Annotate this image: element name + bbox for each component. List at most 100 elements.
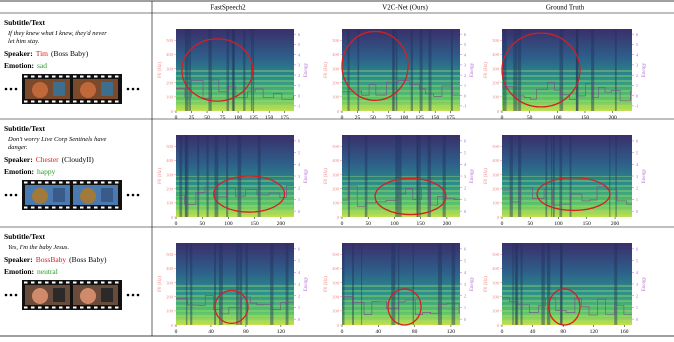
sprocket [45,306,49,309]
sprocket [73,281,77,284]
highlight [213,175,286,213]
sprocket [66,181,70,184]
f0-tick-label: 300 [166,66,174,71]
spectrogram-gap [575,29,579,111]
x-tick-label: 50 [199,221,205,227]
subtitle-label: Subtitle/Text [4,18,45,27]
spectrogram-gap [541,243,545,325]
spectrogram-gap [208,29,212,111]
x-tick-label: 25 [355,115,361,121]
sprocket [45,181,49,184]
spectrogram-gap [184,135,189,217]
sprocket [94,100,98,103]
f0-tick-label: 500 [332,252,340,257]
sprocket [66,281,70,284]
spectrogram-gap [236,243,239,325]
energy-tick-label: 1 [636,197,638,202]
sprocket [66,75,70,78]
energy-tick-label: 3 [464,174,467,179]
spectrogram-gap [352,243,354,325]
sprocket [31,100,35,103]
spectrogram-gap [285,243,289,325]
x-tick-label: 25 [189,115,195,121]
f0-tick-label: 300 [332,280,340,285]
x-tick-label: 40 [376,329,382,335]
energy-tick-label: 1 [298,305,300,310]
sprocket [31,181,35,184]
spectrogram-gap [551,135,553,217]
spectrogram-gap [393,29,395,111]
energy-axis-label: Energy [304,62,309,77]
spectrogram-harmonics [502,284,632,325]
spectrogram-gap [505,29,507,111]
movie-name: (Boss Baby) [69,255,107,264]
f0-tick-label: 100 [492,201,500,206]
x-tick-label: 120 [590,329,599,335]
speaker-line: Speaker: Tim (Boss Baby) [4,49,89,58]
spectrogram-harmonics [176,284,294,325]
energy-tick-label: 0 [636,209,639,214]
emotion-label: Emotion: [4,267,34,276]
sprocket [59,181,63,184]
emotion-value: neutral [37,267,58,276]
spectrogram-gap [559,29,564,111]
x-tick-label: 100 [553,115,562,121]
x-tick-label: 120 [447,329,456,335]
spectrogram-gap [419,29,423,111]
spectrogram-gap [609,135,611,217]
x-tick-label: 80 [243,329,249,335]
energy-tick-label: 4 [298,162,301,167]
subtitle: If they knew what I knew, they'd never le… [7,30,107,45]
spectrogram-gap [428,29,432,111]
highlight [387,288,422,326]
energy-tick-label: 2 [298,186,300,191]
f0-tick-label: 400 [492,266,500,271]
sprocket [87,181,91,184]
sprocket [59,100,63,103]
f0-axis-label: F0 (Hz) [158,62,163,78]
spectrogram-gap [437,243,442,325]
f0-tick-label: 500 [492,144,500,149]
energy-tick-label: 6 [636,32,639,37]
sprocket [38,206,42,209]
dot [131,293,135,297]
speaker-label: Speaker: [4,49,33,58]
spectrogram-gap [184,29,189,111]
emotion-line: Emotion: happy [4,167,56,176]
dot [9,193,13,197]
energy-tick-label: 1 [298,83,300,88]
f0-tick-label: 100 [332,95,340,100]
spectrogram-gap [442,135,446,217]
energy-tick-label: 5 [298,150,301,155]
energy-tick-label: 1 [464,197,466,202]
spectrogram-gap [342,243,345,325]
energy-tick-label: 0 [298,209,301,214]
emotion-label: Emotion: [4,167,34,176]
emotion-value: sad [37,61,47,70]
spectrogram-gap [427,135,431,217]
energy-curve [342,80,460,97]
spectrogram-gap [250,29,253,111]
spectrogram-gap [214,135,219,217]
energy-tick-label: 2 [636,73,638,78]
sprocket [73,206,77,209]
spectrogram-gap [520,243,523,325]
sprocket [87,306,91,309]
sprocket [115,100,119,103]
sprocket [45,100,49,103]
energy-tick-label: 2 [298,294,300,299]
f0-axis-label: F0 (Hz) [324,168,329,184]
sprocket [73,100,77,103]
energy-tick-label: 5 [298,258,301,263]
sprocket [101,181,105,184]
energy-axis-label: Energy [470,168,475,183]
spectrogram-gap [419,135,421,217]
energy-tick-label: 4 [636,270,639,275]
f0-tick-label: 300 [166,280,174,285]
f0-tick-label: 500 [492,252,500,257]
x-tick-label: 200 [443,221,452,227]
sprocket [108,306,112,309]
f0-axis-label: F0 (Hz) [484,62,489,78]
energy-tick-label: 4 [464,52,467,57]
frame-figure [80,288,96,304]
